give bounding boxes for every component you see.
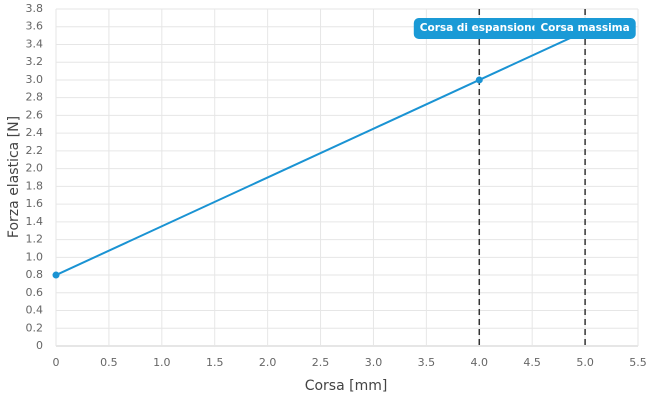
annotation-label: Corsa di espansione: [420, 22, 539, 34]
x-tick-label: 3.5: [418, 356, 436, 369]
annotation-box: [534, 18, 636, 39]
y-axis-label: Forza elastica [N]: [6, 116, 22, 238]
y-tick-label: 1.0: [26, 250, 44, 263]
y-tick-label: 1.4: [26, 215, 44, 228]
y-tick-label: 0: [36, 339, 43, 352]
y-tick-label: 0.4: [26, 304, 44, 317]
y-tick-label: 1.6: [26, 197, 44, 210]
x-tick-label: 4.0: [471, 356, 489, 369]
y-tick-label: 3.2: [26, 55, 44, 68]
y-tick-label: 2.6: [26, 108, 44, 121]
y-tick-label: 2.0: [26, 162, 44, 175]
x-tick-label: 4.5: [523, 356, 541, 369]
x-tick-label: 5.5: [629, 356, 647, 369]
x-tick-label: 2.0: [259, 356, 277, 369]
x-tick-label: 1.0: [153, 356, 171, 369]
x-tick-label: 3.0: [365, 356, 383, 369]
x-axis-label: Corsa [mm]: [305, 378, 388, 394]
x-tick-label: 5.0: [576, 356, 594, 369]
y-tick-label: 1.2: [26, 233, 44, 246]
y-tick-label: 1.8: [26, 179, 44, 192]
x-tick-label: 2.5: [312, 356, 330, 369]
y-tick-label: 3.0: [26, 73, 44, 86]
x-tick-label: 1.5: [206, 356, 224, 369]
y-tick-label: 3.6: [26, 20, 44, 33]
annotation-label: Corsa massima: [540, 22, 629, 34]
y-tick-label: 3.4: [26, 37, 44, 50]
y-tick-label: 2.2: [26, 144, 44, 157]
y-tick-label: 0.8: [26, 268, 44, 281]
x-tick-label: 0: [53, 356, 60, 369]
y-tick-label: 0.2: [26, 321, 44, 334]
y-tick-label: 3.8: [26, 2, 44, 15]
y-tick-label: 0.6: [26, 286, 44, 299]
y-tick-label: 2.4: [26, 126, 44, 139]
annotation-box: [413, 18, 545, 39]
point: [475, 76, 483, 84]
y-tick-label: 2.8: [26, 91, 44, 104]
x-tick-label: 0.5: [100, 356, 118, 369]
point: [52, 271, 60, 279]
